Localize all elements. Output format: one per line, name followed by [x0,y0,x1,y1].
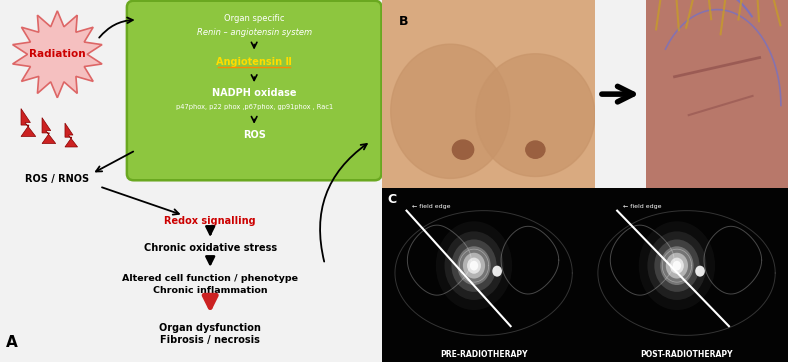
Text: ← field edge: ← field edge [412,204,451,209]
Text: C: C [388,193,397,206]
Ellipse shape [670,258,684,274]
Text: Angiotensin Ⅱ: Angiotensin Ⅱ [216,56,292,67]
Ellipse shape [648,231,706,300]
Text: B: B [400,15,409,28]
Ellipse shape [492,266,502,277]
Text: Altered cell function / phenotype: Altered cell function / phenotype [122,274,298,282]
Polygon shape [21,109,35,136]
Ellipse shape [457,246,491,285]
Circle shape [526,141,545,158]
FancyBboxPatch shape [127,1,381,180]
Text: ROS / RNOS: ROS / RNOS [25,174,89,184]
Text: NADPH oxidase: NADPH oxidase [212,88,296,98]
Text: Organ dysfunction: Organ dysfunction [159,323,261,333]
Ellipse shape [452,239,496,292]
Ellipse shape [673,261,681,270]
Ellipse shape [666,253,688,279]
Text: Fibrosis / necrosis: Fibrosis / necrosis [160,335,260,345]
Text: A: A [6,334,17,350]
Ellipse shape [463,253,485,279]
Ellipse shape [444,231,504,300]
Polygon shape [476,54,595,177]
FancyBboxPatch shape [382,188,788,362]
FancyBboxPatch shape [382,0,595,192]
Ellipse shape [654,239,700,292]
Text: Organ specific: Organ specific [224,14,284,22]
Text: Renin – angiotensin system: Renin – angiotensin system [196,28,312,37]
Text: Chronic oxidative stress: Chronic oxidative stress [143,243,277,253]
Ellipse shape [470,261,478,270]
Text: Radiation: Radiation [29,49,86,59]
Polygon shape [42,118,56,144]
FancyBboxPatch shape [646,0,788,192]
Text: POST-RADIOTHERAPY: POST-RADIOTHERAPY [641,350,733,359]
Ellipse shape [695,266,704,277]
Text: Chronic inflammation: Chronic inflammation [153,286,267,295]
Ellipse shape [660,246,693,285]
Polygon shape [13,11,102,98]
Text: ← field edge: ← field edge [623,204,661,209]
Text: ROS: ROS [243,130,266,140]
Polygon shape [65,123,77,147]
Ellipse shape [467,258,481,274]
Text: Redox signalling: Redox signalling [165,216,256,226]
Circle shape [452,140,474,159]
Text: p47phox, p22 phox ,p67phox, gp91phox , Rac1: p47phox, p22 phox ,p67phox, gp91phox , R… [176,104,333,110]
Text: PRE-RADIOTHERAPY: PRE-RADIOTHERAPY [440,350,527,359]
Polygon shape [391,44,510,178]
